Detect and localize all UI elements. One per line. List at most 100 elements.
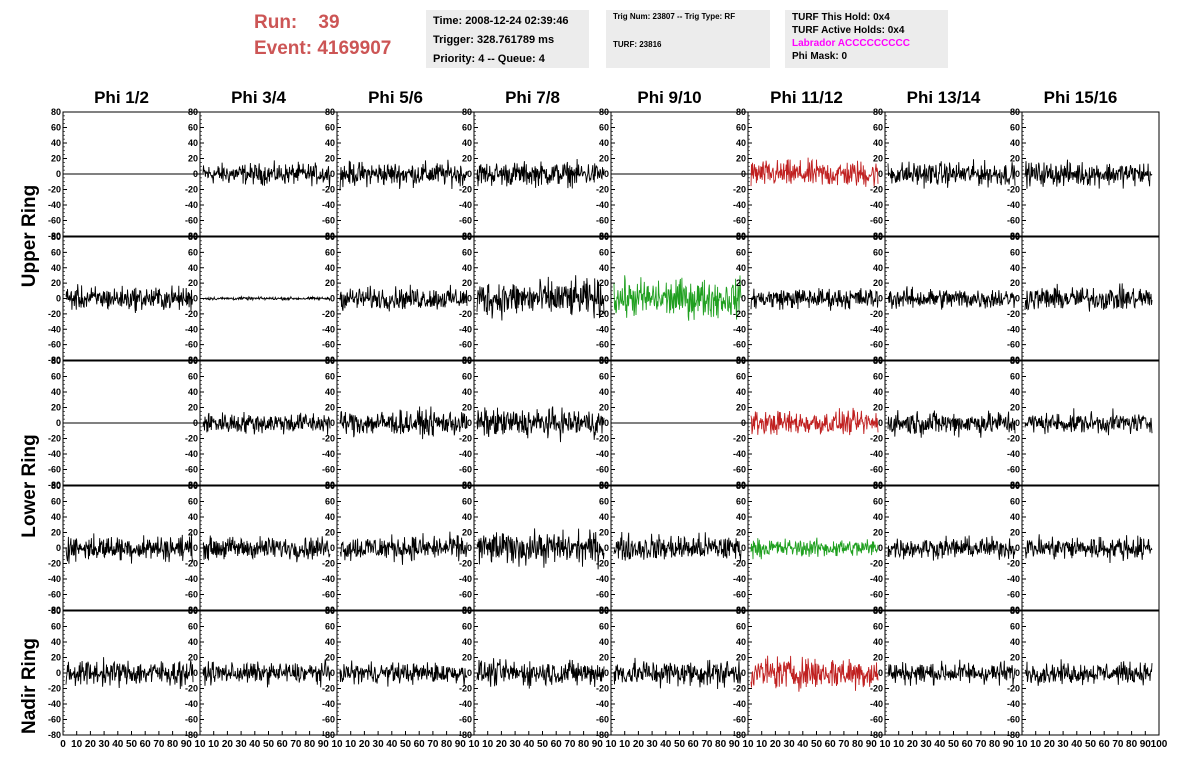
y-tick-label-r1-c5-4: 0 [741, 294, 746, 304]
y-tick-label-r2-c2-7: -60 [322, 465, 335, 475]
y-tick-label-r0-c3-3: 20 [462, 154, 472, 164]
y-tick-label-r1-c7-2: 40 [1010, 263, 1020, 273]
trace-r1-c5 [751, 288, 878, 311]
y-tick-label-r4-c3-6: -40 [459, 699, 472, 709]
y-tick-label-r2-c1-3: 20 [188, 403, 198, 413]
y-tick-label-r1-c6-2: 40 [873, 263, 883, 273]
y-tick-label-r1-c0-3: 20 [51, 278, 61, 288]
x-tick-label-c2-3: 40 [386, 739, 398, 750]
trace-r2-c3 [477, 407, 604, 443]
trace-r3-c2 [340, 532, 467, 565]
x-tick-label-c7-0: 10 [1030, 739, 1042, 750]
y-tick-label-r3-c4-3: 20 [599, 528, 609, 538]
x-tick-label-c3-6: 70 [564, 739, 576, 750]
y-tick-label-r4-c4-6: -40 [596, 699, 609, 709]
y-tick-label-r4-c7-7: -60 [1007, 715, 1020, 725]
x-tick-label-c5-7: 80 [852, 739, 864, 750]
y-tick-label-r0-c3-7: -60 [459, 216, 472, 226]
y-tick-label-r3-c7-3: 20 [1010, 528, 1020, 538]
y-tick-label-r1-c1-1: 60 [188, 247, 198, 257]
y-tick-label-r2-c7-1: 60 [1010, 372, 1020, 382]
y-tick-label-r3-c3-2: 40 [462, 512, 472, 522]
y-tick-label-r1-c4-0: 80 [599, 232, 609, 242]
x-tick-label-c1-9: 10 [331, 739, 343, 750]
y-tick-label-r2-c6-3: 20 [873, 403, 883, 413]
y-tick-label-r1-c1-6: -40 [185, 324, 198, 334]
y-tick-label-r0-c2-2: 40 [325, 138, 335, 148]
x-tick-label-c5-1: 20 [770, 739, 782, 750]
y-tick-label-r3-c0-5: -20 [48, 559, 61, 569]
y-tick-label-r3-c3-6: -40 [459, 574, 472, 584]
y-tick-label-r0-c4-3: 20 [599, 154, 609, 164]
y-tick-label-r2-c4-1: 60 [599, 372, 609, 382]
y-tick-label-r0-c7-5: -20 [1007, 185, 1020, 195]
y-tick-label-r3-c0-1: 60 [51, 497, 61, 507]
y-tick-label-r4-c3-3: 20 [462, 653, 472, 663]
y-tick-label-r3-c2-5: -20 [322, 559, 335, 569]
y-tick-label-r1-c0-7: -60 [48, 340, 61, 350]
y-tick-label-r1-c7-0: 80 [1010, 232, 1020, 242]
x-tick-label-c1-6: 70 [290, 739, 302, 750]
y-tick-label-r4-c0-1: 60 [51, 622, 61, 632]
y-tick-label-r3-c6-3: 20 [873, 528, 883, 538]
y-tick-label-r2-c6-4: 0 [878, 418, 883, 428]
x-tick-label-c2-5: 60 [414, 739, 426, 750]
trace-r1-c4 [614, 275, 741, 320]
y-tick-label-r2-c1-1: 60 [188, 372, 198, 382]
y-tick-label-r3-c0-3: 20 [51, 528, 61, 538]
y-tick-label-r4-c5-3: 20 [736, 653, 746, 663]
y-tick-label-r1-c4-5: -20 [596, 309, 609, 319]
y-tick-label-r0-c7-0: 80 [1010, 107, 1020, 117]
y-tick-label-r4-c6-7: -60 [870, 715, 883, 725]
x-tick-label-c3-5: 60 [551, 739, 563, 750]
y-tick-label-r1-c4-4: 0 [604, 294, 609, 304]
y-tick-label-r3-c3-0: 80 [462, 481, 472, 491]
y-tick-label-r3-c0-4: 0 [56, 543, 61, 553]
x-tick-label-c4-2: 30 [647, 739, 659, 750]
y-tick-label-r1-c7-5: -20 [1007, 309, 1020, 319]
y-tick-label-r0-c5-0: 80 [736, 107, 746, 117]
y-tick-label-r2-c5-0: 80 [736, 356, 746, 366]
trace-r3-c1 [203, 536, 330, 563]
y-tick-label-r2-c4-6: -40 [596, 449, 609, 459]
y-tick-label-r1-c6-0: 80 [873, 232, 883, 242]
trace-r3-c0 [66, 533, 193, 563]
trace-r4-c3 [477, 658, 604, 688]
y-tick-label-r1-c1-2: 40 [188, 263, 198, 273]
y-tick-label-r3-c1-3: 20 [188, 528, 198, 538]
y-tick-label-r2-c5-3: 20 [736, 403, 746, 413]
y-tick-label-r1-c7-6: -40 [1007, 324, 1020, 334]
x-tick-label-c6-3: 40 [934, 739, 946, 750]
y-tick-label-r2-c3-5: -20 [459, 434, 472, 444]
y-tick-label-r1-c5-7: -60 [733, 340, 746, 350]
y-tick-label-r0-c2-4: 0 [330, 169, 335, 179]
y-tick-label-r2-c2-2: 40 [325, 387, 335, 397]
x-tick-label-c0-8: 80 [167, 739, 179, 750]
y-tick-label-r3-c2-0: 80 [325, 481, 335, 491]
y-tick-label-r0-c5-1: 60 [736, 123, 746, 133]
y-tick-label-r3-c0-2: 40 [51, 512, 61, 522]
y-tick-label-r3-c5-0: 80 [736, 481, 746, 491]
x-tick-label-c5-2: 30 [784, 739, 796, 750]
y-tick-label-r2-c4-7: -60 [596, 465, 609, 475]
y-tick-label-r2-c6-5: -20 [870, 434, 883, 444]
y-tick-label-r3-c7-1: 60 [1010, 497, 1020, 507]
y-tick-label-r3-c5-7: -60 [733, 590, 746, 600]
y-tick-label-r3-c6-5: -20 [870, 559, 883, 569]
y-tick-label-r1-c7-7: -60 [1007, 340, 1020, 350]
y-tick-label-r1-c4-7: -60 [596, 340, 609, 350]
y-tick-label-r1-c0-6: -40 [48, 324, 61, 334]
y-tick-label-r4-c5-2: 40 [736, 637, 746, 647]
y-tick-label-r4-c0-7: -60 [48, 715, 61, 725]
y-tick-label-r1-c1-5: -20 [185, 309, 198, 319]
y-tick-label-r4-c5-0: 80 [736, 606, 746, 616]
y-tick-label-r1-c3-2: 40 [462, 263, 472, 273]
x-tick-label-c6-2: 30 [921, 739, 933, 750]
y-tick-label-r0-c6-1: 60 [873, 123, 883, 133]
y-tick-label-r0-c3-5: -20 [459, 185, 472, 195]
x-tick-label-c0-6: 60 [140, 739, 152, 750]
y-tick-label-r4-c2-1: 60 [325, 622, 335, 632]
x-tick-label-c3-2: 30 [510, 739, 522, 750]
trace-r3-c3 [477, 528, 604, 569]
